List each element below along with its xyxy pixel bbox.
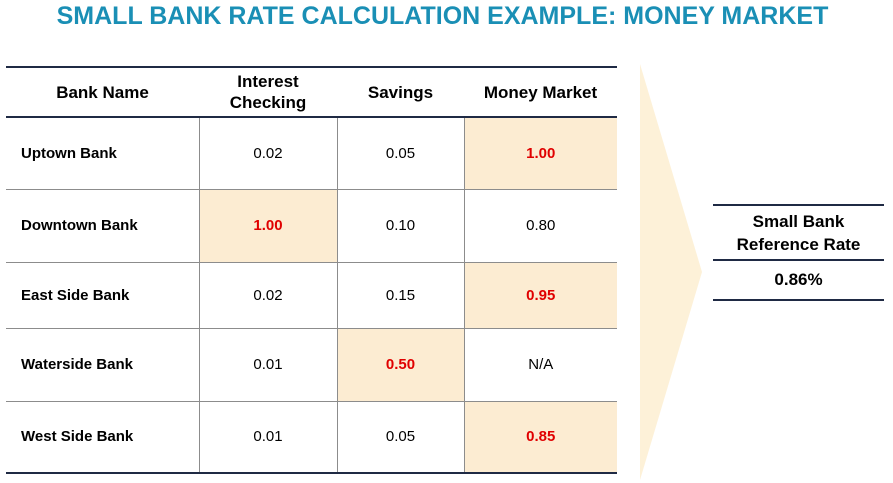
- rate-table: Bank Name Interest Checking Savings Mone…: [6, 66, 617, 474]
- chevron-arrow-shape: [640, 64, 702, 480]
- checking-cell: 0.01: [198, 328, 337, 402]
- header-money-market: Money Market: [464, 66, 617, 118]
- table-row: Uptown Bank 0.02 0.05 1.00: [6, 117, 617, 190]
- chevron-arrow-icon: [640, 64, 702, 480]
- savings-cell: 0.05: [336, 401, 464, 474]
- header-interest-checking: Interest Checking: [199, 66, 337, 118]
- reference-rate-value: 0.86%: [774, 270, 823, 289]
- table-row: West Side Bank 0.01 0.05 0.85: [6, 401, 617, 474]
- checking-cell-highlighted: 1.00: [198, 189, 337, 263]
- money-market-cell: N/A: [463, 328, 617, 402]
- money-market-cell-highlighted: 0.85: [463, 401, 617, 474]
- table-row: East Side Bank 0.02 0.15 0.95: [6, 262, 617, 329]
- checking-cell: 0.02: [198, 117, 337, 190]
- reference-rate-box: Small Bank Reference Rate 0.86%: [713, 204, 884, 301]
- checking-cell: 0.01: [198, 401, 337, 474]
- bank-name-cell: Waterside Bank: [6, 328, 199, 402]
- bank-name-cell: Uptown Bank: [6, 117, 199, 190]
- bank-name-cell: Downtown Bank: [6, 189, 199, 263]
- reference-rate-label: Small Bank Reference Rate: [713, 206, 884, 261]
- savings-cell-highlighted: 0.50: [336, 328, 464, 402]
- bank-name-cell: West Side Bank: [6, 401, 199, 474]
- money-market-cell-highlighted: 1.00: [463, 117, 617, 190]
- savings-cell: 0.15: [336, 262, 464, 329]
- header-savings: Savings: [337, 66, 464, 118]
- table-header-row: Bank Name Interest Checking Savings Mone…: [6, 66, 617, 118]
- savings-cell: 0.05: [336, 117, 464, 190]
- savings-cell: 0.10: [336, 189, 464, 263]
- page-title: SMALL BANK RATE CALCULATION EXAMPLE: MON…: [56, 2, 829, 30]
- table-row: Waterside Bank 0.01 0.50 N/A: [6, 328, 617, 402]
- table-row: Downtown Bank 1.00 0.10 0.80: [6, 189, 617, 263]
- checking-cell: 0.02: [198, 262, 337, 329]
- header-bank-name: Bank Name: [6, 66, 199, 118]
- bank-name-cell: East Side Bank: [6, 262, 199, 329]
- money-market-cell-highlighted: 0.95: [463, 262, 617, 329]
- money-market-cell: 0.80: [463, 189, 617, 263]
